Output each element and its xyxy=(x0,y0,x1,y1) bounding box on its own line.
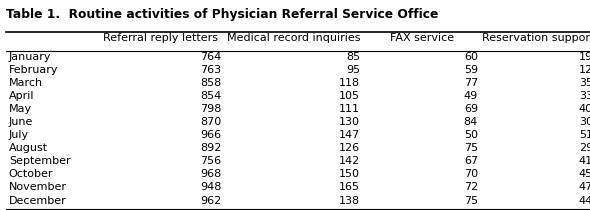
Text: 165: 165 xyxy=(339,182,360,193)
Text: September: September xyxy=(9,156,70,167)
Text: 892: 892 xyxy=(200,143,221,154)
Text: 75: 75 xyxy=(464,143,478,154)
Text: 45: 45 xyxy=(579,169,590,180)
Text: December: December xyxy=(9,196,67,206)
Text: 19: 19 xyxy=(579,52,590,62)
Text: 756: 756 xyxy=(200,156,221,167)
Text: 858: 858 xyxy=(200,78,221,88)
Text: 12: 12 xyxy=(579,65,590,75)
Text: 84: 84 xyxy=(464,117,478,127)
Text: 60: 60 xyxy=(464,52,478,62)
Text: October: October xyxy=(9,169,53,180)
Text: 72: 72 xyxy=(464,182,478,193)
Text: June: June xyxy=(9,117,33,127)
Text: 85: 85 xyxy=(346,52,360,62)
Text: 29: 29 xyxy=(579,143,590,154)
Text: 870: 870 xyxy=(200,117,221,127)
Text: February: February xyxy=(9,65,58,75)
Text: 118: 118 xyxy=(339,78,360,88)
Text: January: January xyxy=(9,52,51,62)
Text: 854: 854 xyxy=(200,91,221,101)
Text: 77: 77 xyxy=(464,78,478,88)
Text: 50: 50 xyxy=(464,130,478,140)
Text: Reservation support: Reservation support xyxy=(482,33,590,43)
Text: August: August xyxy=(9,143,48,154)
Text: 75: 75 xyxy=(464,196,478,206)
Text: 67: 67 xyxy=(464,156,478,167)
Text: 33: 33 xyxy=(579,91,590,101)
Text: 126: 126 xyxy=(339,143,360,154)
Text: 111: 111 xyxy=(339,104,360,114)
Text: 41: 41 xyxy=(579,156,590,167)
Text: 142: 142 xyxy=(339,156,360,167)
Text: November: November xyxy=(9,182,67,193)
Text: 69: 69 xyxy=(464,104,478,114)
Text: 44: 44 xyxy=(579,196,590,206)
Text: 49: 49 xyxy=(464,91,478,101)
Text: Medical record inquiries: Medical record inquiries xyxy=(227,33,360,43)
Text: 150: 150 xyxy=(339,169,360,180)
Text: 147: 147 xyxy=(339,130,360,140)
Text: 962: 962 xyxy=(200,196,221,206)
Text: 40: 40 xyxy=(579,104,590,114)
Text: 47: 47 xyxy=(579,182,590,193)
Text: 59: 59 xyxy=(464,65,478,75)
Text: April: April xyxy=(9,91,34,101)
Text: 70: 70 xyxy=(464,169,478,180)
Text: 130: 130 xyxy=(339,117,360,127)
Text: 948: 948 xyxy=(200,182,221,193)
Text: 763: 763 xyxy=(200,65,221,75)
Text: 30: 30 xyxy=(579,117,590,127)
Text: 138: 138 xyxy=(339,196,360,206)
Text: FAX service: FAX service xyxy=(390,33,454,43)
Text: 51: 51 xyxy=(579,130,590,140)
Text: March: March xyxy=(9,78,43,88)
Text: 764: 764 xyxy=(200,52,221,62)
Text: 966: 966 xyxy=(200,130,221,140)
Text: Table 1.  Routine activities of Physician Referral Service Office: Table 1. Routine activities of Physician… xyxy=(6,8,438,21)
Text: 105: 105 xyxy=(339,91,360,101)
Text: Referral reply letters: Referral reply letters xyxy=(103,33,218,43)
Text: May: May xyxy=(9,104,32,114)
Text: 35: 35 xyxy=(579,78,590,88)
Text: 95: 95 xyxy=(346,65,360,75)
Text: 968: 968 xyxy=(200,169,221,180)
Text: 798: 798 xyxy=(200,104,221,114)
Text: July: July xyxy=(9,130,29,140)
